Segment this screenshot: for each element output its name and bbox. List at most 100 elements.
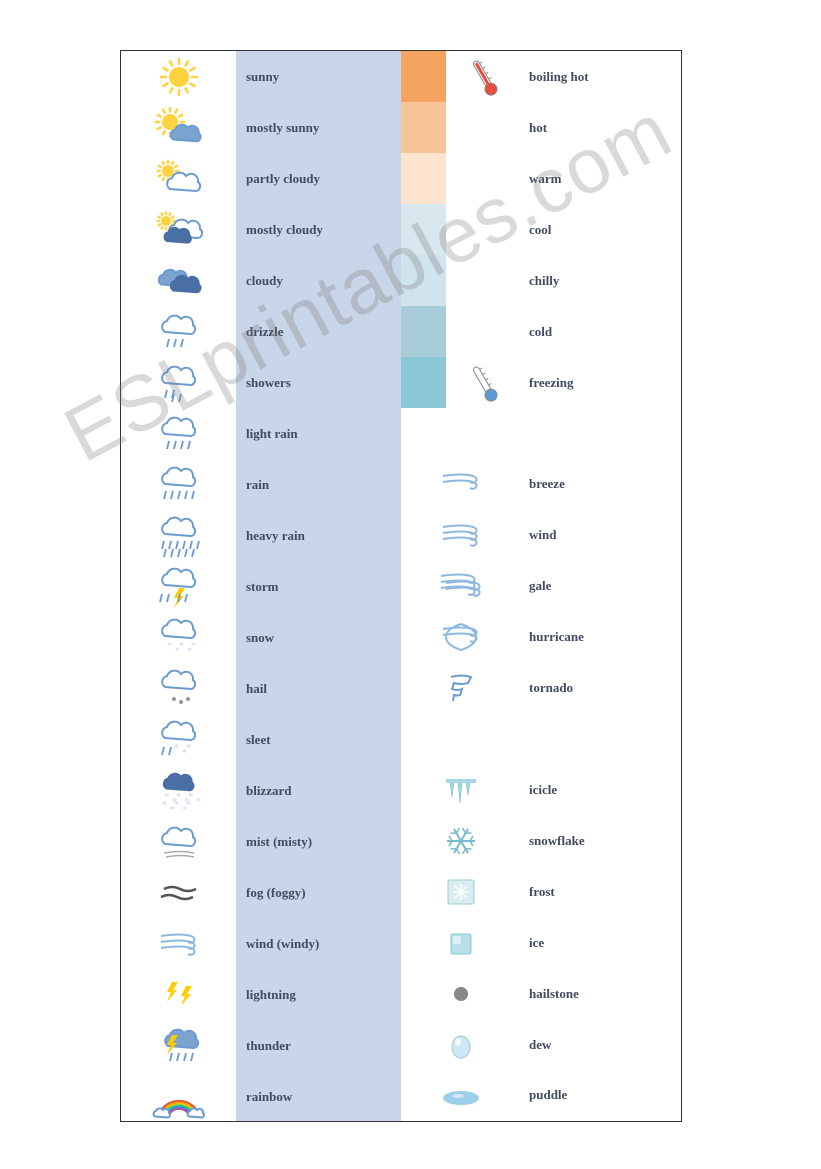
- weather-label: thunder: [236, 1020, 401, 1071]
- weather-label: wind (windy): [236, 918, 401, 969]
- cloudy-icon: [121, 255, 236, 306]
- temp-row: chilly: [401, 255, 681, 306]
- temp-swatch: [401, 357, 446, 408]
- weather-label: cloudy: [236, 255, 401, 306]
- temp-label: boiling hot: [521, 69, 681, 85]
- worksheet-page: ******************* sunnymostly sunnypar…: [120, 50, 682, 1122]
- weather-label: snow: [236, 612, 401, 663]
- cold-row: dew: [401, 1019, 681, 1070]
- wind-label: wind: [521, 527, 681, 543]
- cold-label: snowflake: [521, 833, 681, 849]
- showers-icon: [121, 357, 236, 408]
- hail-icon: [121, 663, 236, 714]
- wind-label: breeze: [521, 476, 681, 492]
- svg-text:*: *: [186, 800, 191, 811]
- svg-text:*: *: [162, 800, 167, 811]
- spacer: [401, 408, 681, 459]
- weather-label: mostly cloudy: [236, 204, 401, 255]
- weather-label: sleet: [236, 714, 401, 765]
- svg-text:*: *: [186, 743, 191, 754]
- weather-label: lightning: [236, 969, 401, 1020]
- cold-row: icicle: [401, 764, 681, 815]
- left-icons-col: *******************: [121, 51, 236, 1121]
- wind-icon: [121, 918, 236, 969]
- temp-swatch: [401, 255, 446, 306]
- dew-icon: [401, 1022, 521, 1068]
- partly-cloudy-icon: [121, 153, 236, 204]
- cold-row: frost: [401, 866, 681, 917]
- right-column: boiling hot hot warm cool chilly cold: [401, 51, 681, 1121]
- cold-label: dew: [521, 1037, 681, 1053]
- sleet-icon: ***: [121, 714, 236, 765]
- wind2-icon: [401, 512, 521, 558]
- temp-row: freezing: [401, 357, 681, 408]
- fog-icon: [121, 867, 236, 918]
- temp-swatch: [401, 306, 446, 357]
- heavy-rain-icon: [121, 510, 236, 561]
- thermometer-icon: [446, 153, 521, 204]
- thermometer-icon: [446, 102, 521, 153]
- thermometer-icon: [446, 357, 521, 408]
- blizzard-icon: ***********: [121, 765, 236, 816]
- wind-label: gale: [521, 578, 681, 594]
- cold-label: ice: [521, 935, 681, 951]
- cold-label: icicle: [521, 782, 681, 798]
- weather-label: rainbow: [236, 1071, 401, 1122]
- wind-row: wind: [401, 510, 681, 561]
- wind-label: tornado: [521, 680, 681, 696]
- sun-icon: [121, 51, 236, 102]
- lightning-icon: [121, 969, 236, 1020]
- hurricane-icon: [401, 614, 521, 660]
- light-rain-icon: [121, 408, 236, 459]
- snow-icon: *****: [121, 612, 236, 663]
- weather-label: hail: [236, 663, 401, 714]
- thermometer-icon: [446, 255, 521, 306]
- mist-icon: [121, 816, 236, 867]
- svg-text:*: *: [174, 743, 179, 754]
- weather-label: heavy rain: [236, 510, 401, 561]
- weather-label: mist (misty): [236, 816, 401, 867]
- storm-icon: [121, 561, 236, 612]
- breeze-icon: [401, 461, 521, 507]
- left-labels-col: sunnymostly sunnypartly cloudymostly clo…: [236, 51, 401, 1121]
- tornado-icon: [401, 665, 521, 711]
- left-column: ******************* sunnymostly sunnypar…: [121, 51, 401, 1121]
- temp-row: cool: [401, 204, 681, 255]
- gale-icon: [401, 563, 521, 609]
- thermometer-icon: [446, 306, 521, 357]
- ice-icon: [401, 920, 521, 966]
- weather-label: blizzard: [236, 765, 401, 816]
- temp-swatch: [401, 51, 446, 102]
- temp-label: cool: [521, 222, 681, 238]
- mostly-cloudy-icon: [121, 204, 236, 255]
- wind-label: hurricane: [521, 629, 681, 645]
- temp-swatch: [401, 204, 446, 255]
- frost-icon: [401, 869, 521, 915]
- svg-text:*: *: [191, 641, 196, 652]
- hailstone-icon: [401, 971, 521, 1017]
- temp-label: freezing: [521, 375, 681, 391]
- weather-label: storm: [236, 561, 401, 612]
- weather-label: light rain: [236, 408, 401, 459]
- temp-label: warm: [521, 171, 681, 187]
- wind-row: tornado: [401, 663, 681, 714]
- snowflake-icon: [401, 818, 521, 864]
- thermometer-icon: [446, 204, 521, 255]
- wind-row: gale: [401, 561, 681, 612]
- weather-label: showers: [236, 357, 401, 408]
- temp-row: cold: [401, 306, 681, 357]
- temp-row: boiling hot: [401, 51, 681, 102]
- thunder-icon: [121, 1020, 236, 1071]
- rain-icon: [121, 459, 236, 510]
- drizzle-icon: [121, 306, 236, 357]
- temp-label: chilly: [521, 273, 681, 289]
- temp-swatch: [401, 153, 446, 204]
- temp-swatch: [401, 102, 446, 153]
- puddle-icon: [401, 1072, 521, 1118]
- cold-row: ice: [401, 917, 681, 968]
- temp-row: hot: [401, 102, 681, 153]
- weather-label: rain: [236, 459, 401, 510]
- cold-row: puddle: [401, 1070, 681, 1121]
- svg-text:*: *: [174, 800, 179, 811]
- cold-row: hailstone: [401, 968, 681, 1019]
